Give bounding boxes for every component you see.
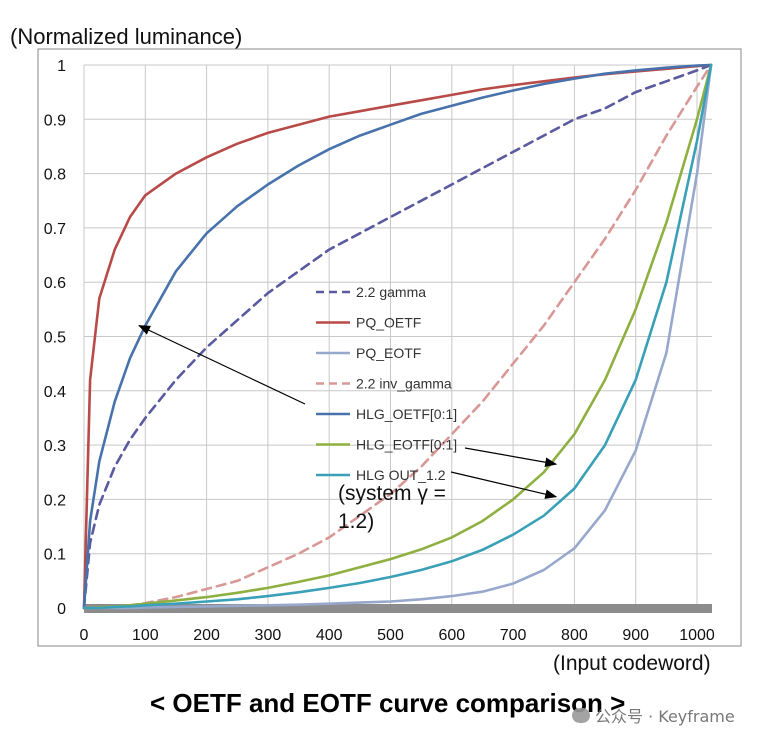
annotation-system-gamma-line1: (system γ = — [338, 482, 446, 505]
x-tick-label: 600 — [438, 627, 465, 644]
annotation-arrow — [138, 325, 306, 405]
legend-label: 2.2 gamma — [356, 284, 426, 300]
series-line-hlg-out-1-2 — [82, 63, 713, 610]
watermark: 公众号 · Keyframe — [572, 703, 735, 727]
y-tick-label: 0.1 — [44, 547, 66, 564]
legend-label: 2.2 inv_gamma — [356, 376, 452, 392]
y-tick-label: 0.2 — [44, 492, 66, 509]
x-tick-label: 300 — [255, 627, 282, 644]
series-line-hlg-oetf-0-1 — [82, 63, 713, 610]
legend-label: HLG OUT_1.2 — [356, 467, 446, 483]
grid-lines — [83, 64, 712, 609]
y-tick-labels: 0 0.1 0.2 0.3 0.4 0.5 0.6 0.7 0.8 0.9 1 — [44, 58, 66, 618]
y-tick-label: 0.9 — [44, 112, 66, 129]
y-tick-label: 0.4 — [44, 384, 66, 401]
y-tick-label: 0.6 — [44, 275, 66, 292]
x-tick-label: 500 — [377, 627, 404, 644]
annotation-arrow — [450, 471, 558, 499]
series-lines — [82, 63, 713, 610]
x-tick-labels: 0 100 200 300 400 500 600 700 800 900 1000 — [80, 627, 715, 644]
plot-frame — [37, 48, 742, 647]
series-line-pq-eotf — [82, 63, 713, 610]
legend-label: HLG_EOTF[0:1] — [356, 437, 457, 453]
y-tick-label: 1 — [57, 58, 66, 75]
x-tick-label: 800 — [561, 627, 588, 644]
series-line-2-2-gamma — [82, 63, 713, 610]
y-tick-label: 0 — [57, 601, 66, 618]
y-axis-label: (Normalized luminance) — [10, 24, 243, 49]
annotations: (system γ = 1.2) — [138, 325, 558, 533]
legend-label: PQ_OETF — [356, 315, 421, 331]
legend: 2.2 gamma PQ_OETF PQ_EOTF 2.2 inv_gamma HLG_… — [316, 284, 457, 483]
x-tick-label: 200 — [193, 627, 220, 644]
y-tick-label: 0.5 — [44, 330, 66, 347]
y-tick-label: 0.7 — [44, 221, 66, 238]
x-tick-label: 900 — [622, 627, 649, 644]
x-tick-label: 100 — [132, 627, 159, 644]
legend-label: PQ_EOTF — [356, 345, 421, 361]
x-tick-label: 1000 — [679, 627, 715, 644]
wechat-icon — [572, 707, 590, 723]
x-tick-label: 0 — [80, 627, 89, 644]
legend-label: HLG_OETF[0:1] — [356, 406, 457, 422]
annotation-system-gamma-line2: 1.2) — [338, 510, 374, 533]
x-axis-label: (Input codeword) — [553, 652, 711, 675]
y-tick-label: 0.8 — [44, 167, 66, 184]
figure-caption: < OETF and EOTF curve comparison > — [150, 688, 626, 718]
watermark-text: 公众号 · Keyframe — [595, 707, 735, 726]
x-tick-label: 700 — [500, 627, 527, 644]
annotation-arrow — [464, 447, 558, 467]
y-tick-label: 0.3 — [44, 438, 66, 455]
x-axis-baseline-bar — [84, 604, 712, 613]
x-tick-label: 400 — [316, 627, 343, 644]
